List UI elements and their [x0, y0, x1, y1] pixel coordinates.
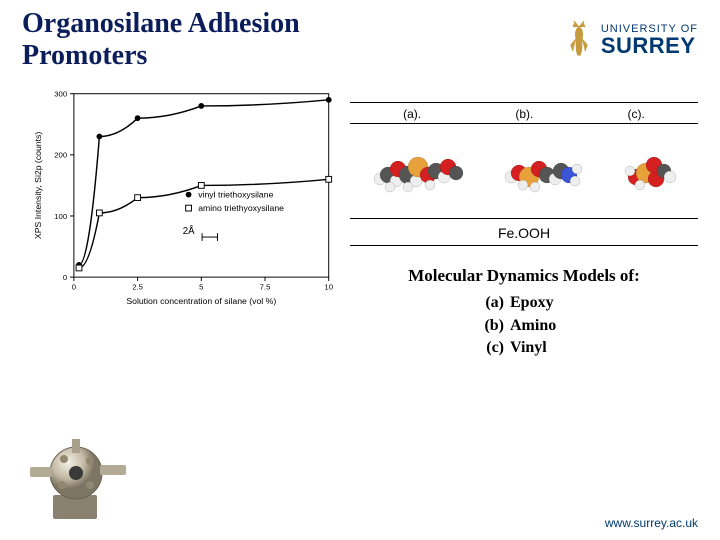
svg-text:300: 300 — [54, 90, 67, 99]
instrument-photo-icon — [18, 427, 138, 532]
list-label: Vinyl — [510, 337, 570, 359]
university-logo: UNIVERSITY OF SURREY — [563, 8, 698, 72]
molecule-images-row — [350, 124, 698, 219]
header: Organosilane Adhesion Promoters UNIVERSI… — [0, 0, 720, 72]
svg-text:0: 0 — [72, 283, 76, 292]
svg-text:5: 5 — [199, 283, 203, 292]
svg-text:vinyl triethoxysilane: vinyl triethoxysilane — [198, 190, 273, 200]
content-row: 100 200 300 00 2.5 5 7.5 10 Solution concentrati… — [0, 72, 720, 359]
logo-line-2: SURREY — [601, 35, 698, 57]
svg-text:2.5: 2.5 — [132, 283, 143, 292]
list-item: (c) Vinyl — [350, 337, 698, 359]
svg-text:amino triethyoxysilane: amino triethyoxysilane — [198, 203, 284, 213]
svg-text:2Å: 2Å — [183, 227, 195, 238]
mol-label-a: (a). — [403, 107, 421, 121]
svg-text:10: 10 — [324, 283, 333, 292]
page-title: Organosilane Adhesion Promoters — [22, 8, 300, 72]
molecular-panel: (a). (b). (c). Fe.OOH Molecular Dynamics… — [350, 82, 698, 359]
list-marker: (c) — [478, 337, 504, 359]
title-line-1: Organosilane Adhesion — [22, 8, 300, 39]
title-line-2: Promoters — [22, 40, 147, 71]
svg-text:200: 200 — [54, 151, 67, 160]
list-item: (b) Amino — [350, 315, 698, 337]
svg-text:XPS Intensity, Si2p (counts): XPS Intensity, Si2p (counts) — [33, 132, 43, 239]
list-marker: (a) — [478, 292, 504, 314]
logo-text: UNIVERSITY OF SURREY — [601, 24, 698, 57]
mol-label-b: (b). — [515, 107, 533, 121]
svg-text:7.5: 7.5 — [260, 283, 271, 292]
list-title: Molecular Dynamics Models of: — [350, 266, 698, 286]
chart-svg: 100 200 300 00 2.5 5 7.5 10 Solution concentrati… — [26, 86, 338, 308]
mol-label-c: (c). — [628, 107, 645, 121]
molecule-epoxy-icon — [360, 131, 470, 211]
svg-text:Solution concentration of sila: Solution concentration of silane (vol %) — [126, 297, 276, 307]
list-label: Epoxy — [510, 292, 570, 314]
footer-url: www.surrey.ac.uk — [605, 516, 698, 530]
molecule-amino-icon — [489, 131, 589, 211]
model-list: Molecular Dynamics Models of: (a) Epoxy … — [350, 266, 698, 359]
xps-chart: 100 200 300 00 2.5 5 7.5 10 Solution concentrati… — [22, 82, 342, 312]
substrate-label: Fe.OOH — [350, 219, 698, 246]
list-label: Amino — [510, 315, 570, 337]
molecule-labels-row: (a). (b). (c). — [350, 102, 698, 124]
svg-text:100: 100 — [54, 212, 67, 221]
list-marker: (b) — [478, 315, 504, 337]
list-item: (a) Epoxy — [350, 292, 698, 314]
molecule-vinyl-icon — [608, 131, 688, 211]
svg-text:0: 0 — [63, 273, 67, 282]
stag-icon — [563, 21, 595, 59]
